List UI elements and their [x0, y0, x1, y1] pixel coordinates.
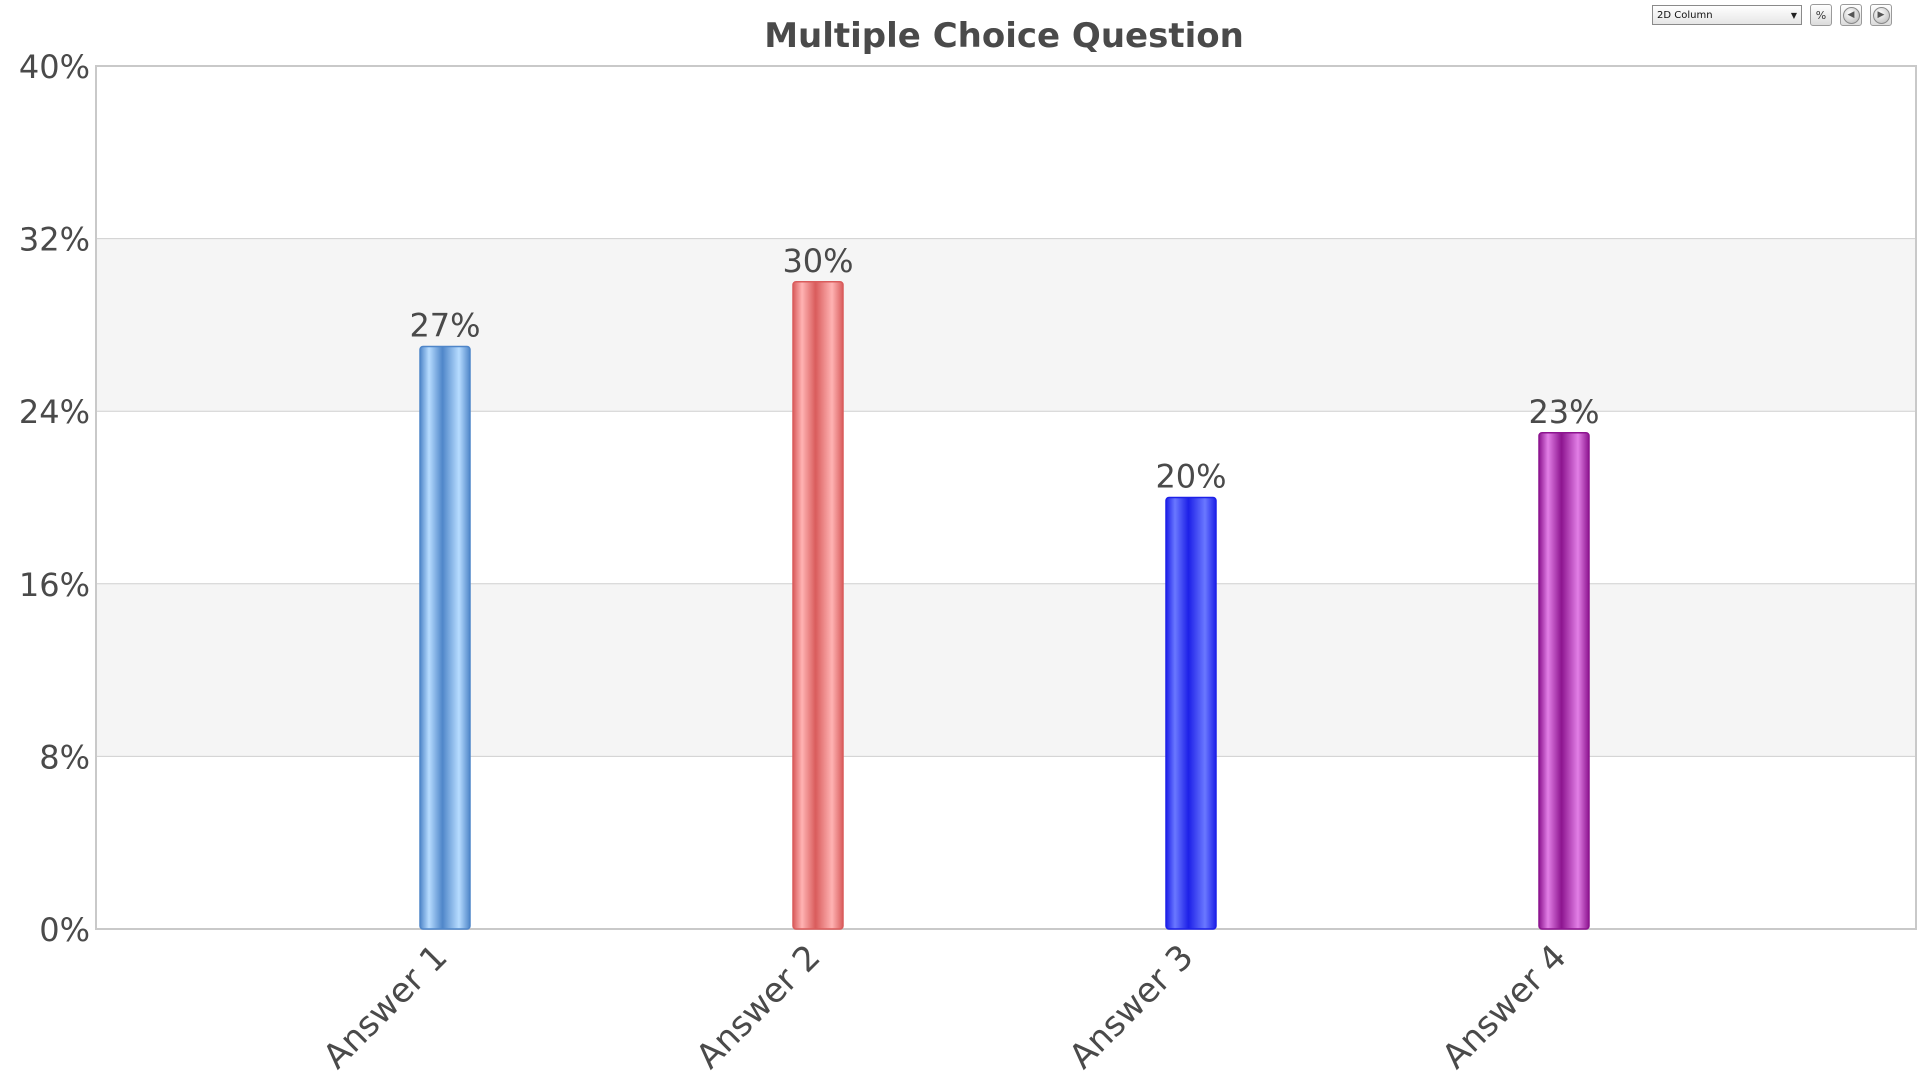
y-tick-label: 40%: [19, 48, 90, 86]
chevron-down-icon: ▼: [1790, 10, 1797, 20]
grid-band: [96, 583, 1916, 757]
x-tick-label: Answer 3: [1062, 937, 1202, 1077]
data-label: 27%: [409, 306, 480, 344]
y-axis-tick-labels: 0% 8% 16% 24% 32% 40%: [19, 48, 90, 949]
grid-band: [96, 238, 1916, 412]
arrow-left-circle-icon: ◀: [1842, 6, 1860, 24]
grid-bands: [96, 238, 1916, 757]
data-label: 20%: [1155, 458, 1226, 496]
y-tick-label: 0%: [39, 911, 90, 949]
previous-button[interactable]: ◀: [1840, 4, 1862, 26]
bar-1: [419, 345, 471, 930]
y-tick-label: 32%: [19, 221, 90, 259]
gridlines: [96, 238, 1916, 757]
bar-2: [792, 281, 844, 930]
y-tick-label: 16%: [19, 566, 90, 604]
bars: [419, 281, 1590, 930]
x-tick-label: Answer 4: [1435, 937, 1575, 1077]
x-tick-label: Answer 2: [689, 937, 829, 1077]
percent-toggle-button[interactable]: %: [1810, 4, 1832, 26]
data-labels: 27% 30% 20% 23%: [409, 242, 1599, 496]
chart-type-select[interactable]: 2D Column ▼: [1652, 5, 1802, 25]
bar-3: [1165, 496, 1217, 930]
plot-area: [95, 65, 1917, 930]
chart-toolbar: 2D Column ▼ % ◀ ▶: [1652, 4, 1892, 26]
bar-4: [1538, 432, 1590, 930]
y-tick-label: 8%: [39, 738, 90, 776]
data-label: 30%: [782, 242, 853, 280]
x-tick-label: Answer 1: [316, 937, 456, 1077]
next-button[interactable]: ▶: [1870, 4, 1892, 26]
chart-title: Multiple Choice Question: [764, 16, 1244, 56]
percent-label: %: [1815, 8, 1827, 22]
chart-type-value: 2D Column: [1657, 9, 1713, 21]
y-tick-label: 24%: [19, 393, 90, 431]
x-axis-tick-labels: Answer 1 Answer 2 Answer 3 Answer 4: [316, 937, 1575, 1077]
arrow-right-circle-icon: ▶: [1872, 6, 1890, 24]
data-label: 23%: [1528, 393, 1599, 431]
